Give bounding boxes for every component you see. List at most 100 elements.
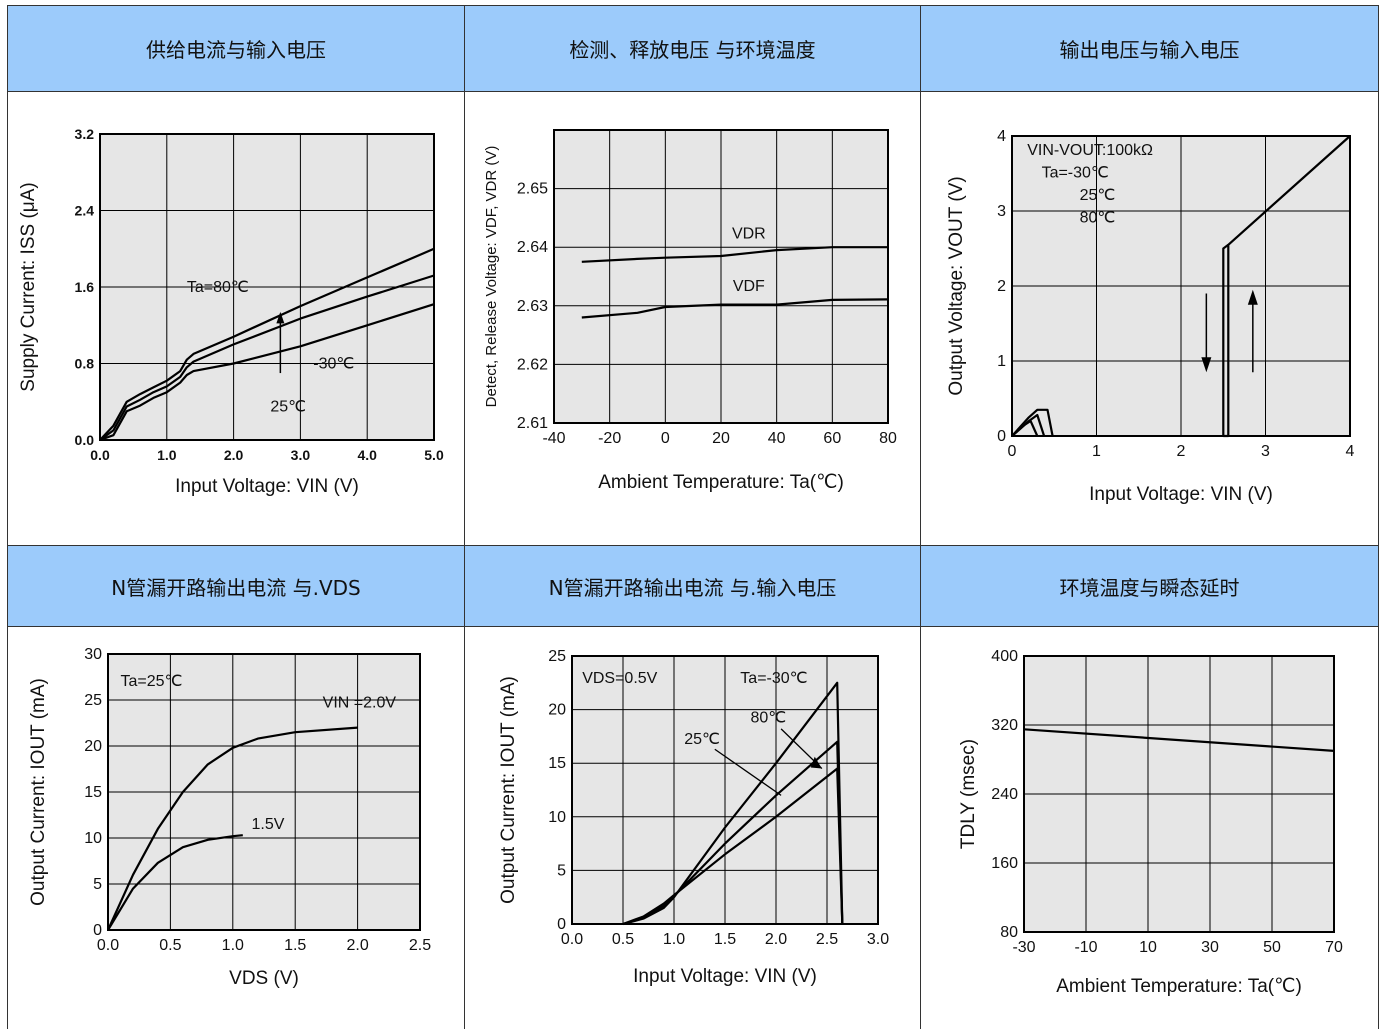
y-tick-label: 15 <box>84 784 102 801</box>
y-tick-label: 0 <box>557 916 566 933</box>
x-tick-label: 2 <box>1177 443 1186 460</box>
x-axis-label: Input Voltage: VIN (V) <box>633 966 817 987</box>
x-tick-label: -20 <box>598 430 621 447</box>
series-line <box>99 303 435 442</box>
x-axis-label: Ambient Temperature: Ta(℃) <box>1056 976 1302 997</box>
pointer-line <box>714 748 782 796</box>
series-line <box>581 246 888 263</box>
x-tick-label: 40 <box>768 430 786 447</box>
y-axis-label: TDLY (msec) <box>958 739 979 849</box>
header-cell-6: 环境温度与瞬态延时 <box>920 545 1379 627</box>
y-axis-label: Output Current: IOUT (mA) <box>28 678 49 906</box>
y-tick-label: 10 <box>84 830 102 847</box>
annotation-label: Ta=25℃ <box>120 673 182 690</box>
header-cell-5: N管漏开路输出电流 与.输入电压 <box>464 545 921 627</box>
y-tick-label: 1.6 <box>75 279 95 295</box>
x-tick-label: 0.0 <box>90 447 110 463</box>
x-tick-label: 80 <box>879 430 897 447</box>
y-tick-label: 2.4 <box>75 203 95 219</box>
x-tick-label: 0 <box>661 430 670 447</box>
y-tick-label: 20 <box>84 738 102 755</box>
annotation-label: VDS=0.5V <box>582 670 657 687</box>
table-border <box>1378 627 1379 1029</box>
supply-current-chart: 0.0 1.0 2.0 3.0 4.0 5.0 0.0 0.8 1.6 2.4 3.2 Input V… <box>18 126 444 497</box>
series-line <box>1223 135 1351 438</box>
header-label: 供给电流与输入电压 <box>146 38 326 62</box>
y-tick-label: 400 <box>991 648 1018 665</box>
x-tick-label: -30 <box>1012 939 1035 956</box>
x-tick-label: 0 <box>1008 443 1017 460</box>
x-tick-label: 0.5 <box>612 931 634 948</box>
y-tick-label: 15 <box>548 755 566 772</box>
y-tick-label: 0 <box>93 922 102 939</box>
y-axis-label: Output Current: IOUT (mA) <box>498 676 519 904</box>
annotation-label: 25℃ <box>684 731 720 748</box>
falling-arrow-head <box>1201 357 1212 373</box>
series-line <box>99 247 435 441</box>
annotation-label: 25℃ <box>1080 187 1116 204</box>
x-tick-label: 2.0 <box>765 931 787 948</box>
y-tick-label: 25 <box>548 648 566 665</box>
table-border <box>464 627 465 1029</box>
x-tick-label: 1.0 <box>663 931 685 948</box>
x-tick-label: 3.0 <box>291 447 311 463</box>
header-label: N管漏开路输出电流 与.VDS <box>111 575 361 600</box>
x-tick-label: 20 <box>712 430 730 447</box>
x-tick-label: 1.0 <box>157 447 177 463</box>
x-tick-label: 1.0 <box>222 937 244 954</box>
header-cell-3: 输出电压与输入电压 <box>920 5 1379 92</box>
output-current-vds-chart: 0.0 0.5 1.0 1.5 2.0 2.5 0 5 10 15 20 25 30 VDS (V) Out… <box>28 646 431 989</box>
rising-arrow-head <box>1247 289 1258 305</box>
header-label: N管漏开路输出电流 与.输入电压 <box>548 575 837 600</box>
x-tick-label: 2.5 <box>816 931 838 948</box>
header-label: 环境温度与瞬态延时 <box>1059 575 1240 600</box>
table-border <box>464 92 465 545</box>
x-tick-label: -40 <box>542 430 565 447</box>
y-tick-label: 0.0 <box>75 432 95 448</box>
x-tick-label: 0.5 <box>159 937 181 954</box>
y-tick-label: 3.2 <box>75 126 95 142</box>
table-border <box>7 627 8 1029</box>
table-border <box>920 627 921 1029</box>
y-tick-label: 2.63 <box>517 298 548 315</box>
series-line <box>581 298 889 319</box>
x-tick-label: 3 <box>1261 443 1270 460</box>
y-tick-label: 320 <box>991 717 1018 734</box>
y-tick-label: 2.61 <box>517 415 548 432</box>
x-tick-label: 0.0 <box>561 931 583 948</box>
x-tick-label: 0.0 <box>97 937 119 954</box>
annotation-label: VIN-VOUT:100kΩ <box>1027 142 1153 159</box>
x-tick-label: 2.0 <box>346 937 368 954</box>
y-tick-label: 1 <box>997 353 1006 370</box>
tdly-temperature-chart: -30 -10 10 30 50 70 80 160 240 320 400 Ambient Temp… <box>958 648 1343 997</box>
series-label: VDF <box>733 278 765 295</box>
table-border <box>920 92 921 545</box>
annotation-label: 25℃ <box>270 398 306 415</box>
x-tick-label: 4.0 <box>357 447 377 463</box>
x-tick-label: 50 <box>1263 939 1281 956</box>
series-line <box>107 834 243 931</box>
y-tick-label: 5 <box>93 876 102 893</box>
x-tick-label: 4 <box>1346 443 1355 460</box>
annotation-label: 1.5V <box>252 816 285 833</box>
header-cell-1: 供给电流与输入电压 <box>7 5 465 92</box>
x-tick-label: 10 <box>1139 939 1157 956</box>
series-line <box>622 767 844 926</box>
series-line <box>99 274 435 441</box>
y-tick-label: 80 <box>1000 924 1018 941</box>
x-tick-label: -10 <box>1074 939 1097 956</box>
x-tick-label: 1.5 <box>714 931 736 948</box>
y-tick-label: 2.64 <box>517 239 548 256</box>
x-tick-label: 2.0 <box>224 447 244 463</box>
x-tick-label: 5.0 <box>424 447 444 463</box>
header-label: 检测、释放电压 与环境温度 <box>569 38 816 62</box>
y-tick-label: 5 <box>557 862 566 879</box>
y-axis-label: Supply Current: ISS (μA) <box>18 182 39 391</box>
pointer-head <box>810 756 822 769</box>
series-line <box>1011 408 1054 437</box>
annotation-label: 80℃ <box>751 709 787 726</box>
series-label: VDR <box>732 225 766 242</box>
y-tick-label: 240 <box>991 786 1018 803</box>
y-tick-label: 4 <box>997 128 1006 145</box>
table-border <box>7 92 8 545</box>
